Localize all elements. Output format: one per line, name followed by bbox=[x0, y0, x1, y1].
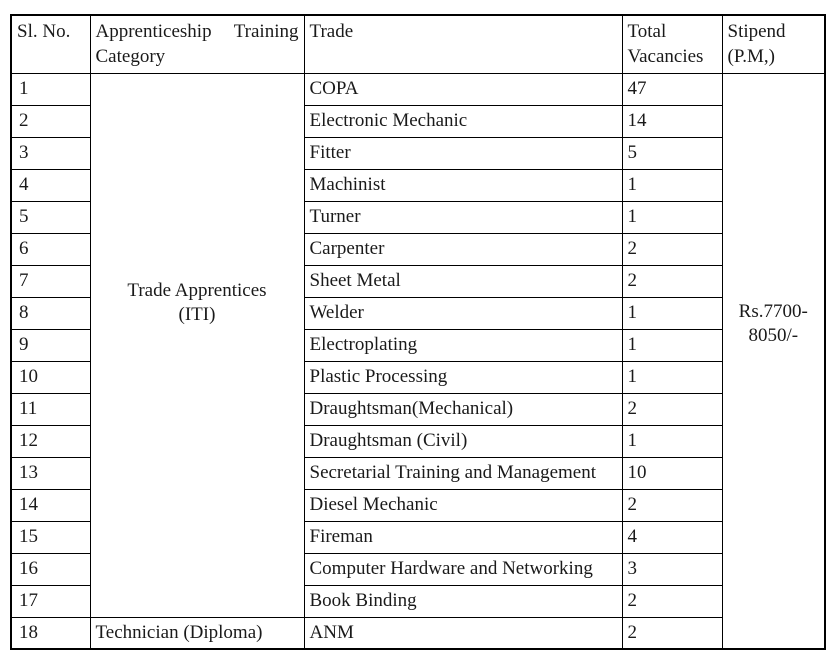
trade-cell: Fireman bbox=[303, 520, 623, 554]
vacancy-table: Sl. No. Apprenticeship Training Category… bbox=[10, 14, 826, 650]
sl-no-cell: 1 bbox=[10, 72, 91, 106]
vacancies-cell: 1 bbox=[621, 200, 723, 234]
stipend-line2: 8050/- bbox=[748, 324, 799, 346]
header-stipend: Stipend (P.M,) bbox=[721, 14, 826, 74]
trade-cell: Machinist bbox=[303, 168, 623, 202]
trade-cell: Electroplating bbox=[303, 328, 623, 362]
table-row: 13 Secretarial Training and Management 10 bbox=[10, 456, 825, 490]
table-row: 4 Machinist 1 bbox=[10, 168, 825, 202]
vacancies-cell: 2 bbox=[621, 584, 723, 618]
sl-no-cell: 9 bbox=[10, 328, 91, 362]
sl-no-cell: 6 bbox=[10, 232, 91, 266]
category-line2: (ITI) bbox=[178, 304, 216, 325]
vacancies-cell: 1 bbox=[621, 328, 723, 362]
trade-cell: Diesel Mechanic bbox=[303, 488, 623, 522]
table-row: 16 Computer Hardware and Networking 3 bbox=[10, 552, 825, 586]
sl-no-cell: 14 bbox=[10, 488, 91, 522]
category-cell-trade-apprentices: Trade Apprentices (ITI) bbox=[89, 72, 305, 618]
vacancies-cell: 1 bbox=[621, 424, 723, 458]
vacancies-cell: 1 bbox=[621, 360, 723, 394]
trade-cell: Electronic Mechanic bbox=[303, 104, 623, 138]
vacancies-cell: 2 bbox=[621, 392, 723, 426]
sl-no-cell: 2 bbox=[10, 104, 91, 138]
table-row: 18 Technician (Diploma) ANM 2 bbox=[10, 616, 825, 650]
trade-cell: Book Binding bbox=[303, 584, 623, 618]
category-line1: Trade Apprentices bbox=[127, 280, 267, 302]
vacancies-cell: 47 bbox=[621, 72, 723, 106]
vacancies-cell: 2 bbox=[621, 616, 723, 650]
sl-no-cell: 10 bbox=[10, 360, 91, 394]
table-row: 12 Draughtsman (Civil) 1 bbox=[10, 424, 825, 458]
table-header-row: Sl. No. Apprenticeship Training Category… bbox=[10, 14, 826, 74]
trade-cell: ANM bbox=[303, 616, 623, 650]
vacancies-cell: 10 bbox=[621, 456, 723, 490]
trade-cell: Welder bbox=[303, 296, 623, 330]
table-row: 3 Fitter 5 bbox=[10, 136, 825, 170]
sl-no-cell: 18 bbox=[10, 616, 91, 650]
sl-no-cell: 8 bbox=[10, 296, 91, 330]
trade-cell: Draughtsman (Civil) bbox=[303, 424, 623, 458]
vacancies-cell: 1 bbox=[621, 296, 723, 330]
table-row: 11 Draughtsman(Mechanical) 2 bbox=[10, 392, 825, 426]
sl-no-cell: 5 bbox=[10, 200, 91, 234]
vacancies-cell: 2 bbox=[621, 488, 723, 522]
table-row: 1 Trade Apprentices (ITI) COPA 47 Rs.7700- 805… bbox=[10, 72, 826, 650]
vacancies-cell: 3 bbox=[621, 552, 723, 586]
vacancies-cell: 4 bbox=[621, 520, 723, 554]
sl-no-cell: 15 bbox=[10, 520, 91, 554]
sl-no-cell: 7 bbox=[10, 264, 91, 298]
table-body: 1 Trade Apprentices (ITI) COPA 47 Rs.7700- 805… bbox=[10, 72, 826, 650]
table-row: 9 Electroplating 1 bbox=[10, 328, 825, 362]
vacancies-cell: 14 bbox=[621, 104, 723, 138]
vacancies-cell: 5 bbox=[621, 136, 723, 170]
header-sl-no: Sl. No. bbox=[10, 14, 91, 74]
sl-no-cell: 16 bbox=[10, 552, 91, 586]
table-row: 10 Plastic Processing 1 bbox=[10, 360, 825, 394]
sl-no-cell: 12 bbox=[10, 424, 91, 458]
sl-no-cell: 13 bbox=[10, 456, 91, 490]
header-total-vacancies: Total Vacancies bbox=[621, 14, 723, 74]
table-row: 8 Welder 1 bbox=[10, 296, 825, 330]
vacancies-cell: 2 bbox=[621, 232, 723, 266]
category-cell-technician: Technician (Diploma) bbox=[89, 616, 305, 650]
trade-cell: Secretarial Training and Management bbox=[303, 456, 623, 490]
header-apprenticeship-category: Apprenticeship Training Category bbox=[89, 14, 305, 74]
stipend-label: Rs.7700- 8050/- bbox=[728, 300, 820, 348]
trade-cell: Fitter bbox=[303, 136, 623, 170]
header-trade: Trade bbox=[303, 14, 623, 74]
sl-no-cell: 17 bbox=[10, 584, 91, 618]
category-label: Trade Apprentices (ITI) bbox=[96, 279, 299, 327]
table-row: 17 Book Binding 2 bbox=[10, 584, 825, 618]
header-row: Sl. No. Apprenticeship Training Category… bbox=[10, 14, 826, 74]
trade-cell: Sheet Metal bbox=[303, 264, 623, 298]
trade-cell: Carpenter bbox=[303, 232, 623, 266]
sl-no-cell: 3 bbox=[10, 136, 91, 170]
table-row: 2 Electronic Mechanic 14 bbox=[10, 104, 825, 138]
trade-cell: COPA bbox=[303, 72, 623, 106]
table-row: 5 Turner 1 bbox=[10, 200, 825, 234]
sl-no-cell: 4 bbox=[10, 168, 91, 202]
vacancies-cell: 2 bbox=[621, 264, 723, 298]
sl-no-cell: 11 bbox=[10, 392, 91, 426]
stipend-line1: Rs.7700- bbox=[738, 301, 808, 322]
trade-cell: Plastic Processing bbox=[303, 360, 623, 394]
vacancies-cell: 1 bbox=[621, 168, 723, 202]
trade-cell: Computer Hardware and Networking bbox=[303, 552, 623, 586]
trade-cell: Turner bbox=[303, 200, 623, 234]
stipend-cell: Rs.7700- 8050/- bbox=[721, 72, 826, 650]
trade-cell: Draughtsman(Mechanical) bbox=[303, 392, 623, 426]
